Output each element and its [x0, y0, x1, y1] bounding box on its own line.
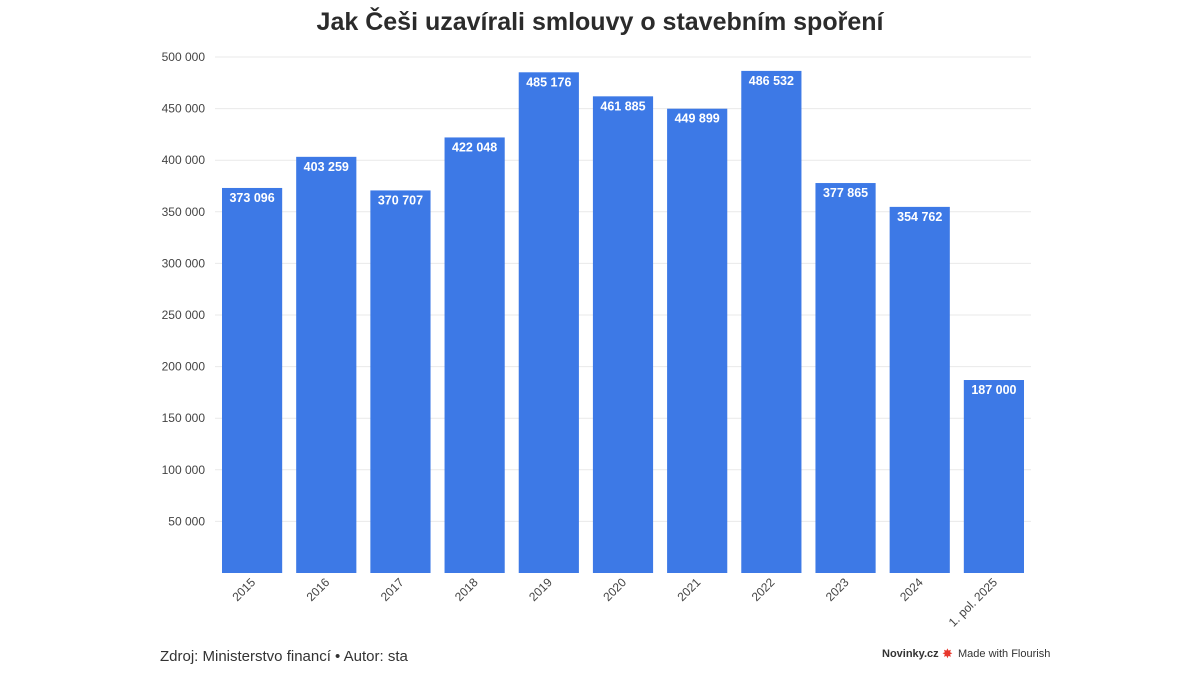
x-tick-label: 2015	[229, 575, 258, 604]
made-with-flourish-link[interactable]: ✸ Made with Flourish	[942, 646, 1051, 661]
y-tick-label: 350 000	[162, 205, 206, 219]
x-tick-label: 1. pol. 2025	[946, 575, 1000, 629]
value-label: 354 762	[897, 210, 942, 224]
y-tick-label: 50 000	[168, 514, 205, 528]
x-tick-label: 2018	[452, 575, 481, 604]
bar[interactable]	[889, 206, 950, 573]
x-tick-label: 2017	[378, 575, 407, 604]
value-label: 403 259	[304, 160, 349, 174]
y-tick-label: 500 000	[162, 50, 206, 64]
bars	[222, 70, 1024, 574]
y-tick-label: 100 000	[162, 463, 206, 477]
value-label: 187 000	[971, 383, 1016, 397]
value-labels: 373 096 403 259 370 707 422 048 485 176 461 8…	[229, 74, 1016, 397]
x-tick-label: 2019	[526, 575, 555, 604]
x-axis-ticks: 2015 2016 2017 2018 2019 2020 2021 2022 2023 2024…	[229, 575, 1000, 629]
value-label: 373 096	[229, 191, 274, 205]
bar[interactable]	[815, 183, 876, 573]
x-tick-label: 2021	[675, 575, 704, 604]
y-tick-label: 250 000	[162, 308, 206, 322]
x-tick-label: 2022	[749, 575, 778, 604]
x-tick-label: 2024	[897, 575, 926, 604]
chart-title: Jak Češi uzavírali smlouvy o stavebním s…	[316, 8, 884, 36]
value-label: 461 885	[600, 99, 645, 113]
brand-link[interactable]: Novinky.cz	[882, 648, 939, 660]
bar[interactable]	[370, 190, 431, 574]
y-tick-label: 150 000	[162, 411, 206, 425]
value-label: 449 899	[675, 112, 720, 126]
value-label: 377 865	[823, 186, 868, 200]
y-tick-label: 200 000	[162, 360, 206, 374]
bar[interactable]	[667, 108, 728, 574]
bar[interactable]	[296, 156, 357, 573]
value-label: 422 048	[452, 140, 497, 154]
bar[interactable]	[963, 380, 1024, 573]
y-tick-label: 450 000	[162, 102, 206, 116]
bar[interactable]	[592, 96, 654, 573]
bar[interactable]	[518, 72, 579, 573]
value-label: 485 176	[526, 75, 571, 89]
x-tick-label: 2020	[600, 575, 629, 604]
y-tick-label: 300 000	[162, 256, 206, 270]
bar[interactable]	[222, 187, 283, 573]
value-label: 370 707	[378, 193, 423, 207]
bar[interactable]	[741, 70, 802, 573]
flourish-label: Made with Flourish	[958, 648, 1051, 660]
flourish-logo-icon: ✸	[942, 646, 953, 661]
y-axis-ticks: 50 000 100 000 150 000 200 000 250 000 300 00…	[162, 50, 206, 528]
value-label: 486 532	[749, 74, 794, 88]
x-tick-label: 2023	[823, 575, 852, 604]
source-credit: Zdroj: Ministerstvo financí • Autor: sta	[160, 648, 408, 665]
bar[interactable]	[444, 137, 505, 573]
x-tick-label: 2016	[304, 575, 333, 604]
y-tick-label: 400 000	[162, 153, 206, 167]
